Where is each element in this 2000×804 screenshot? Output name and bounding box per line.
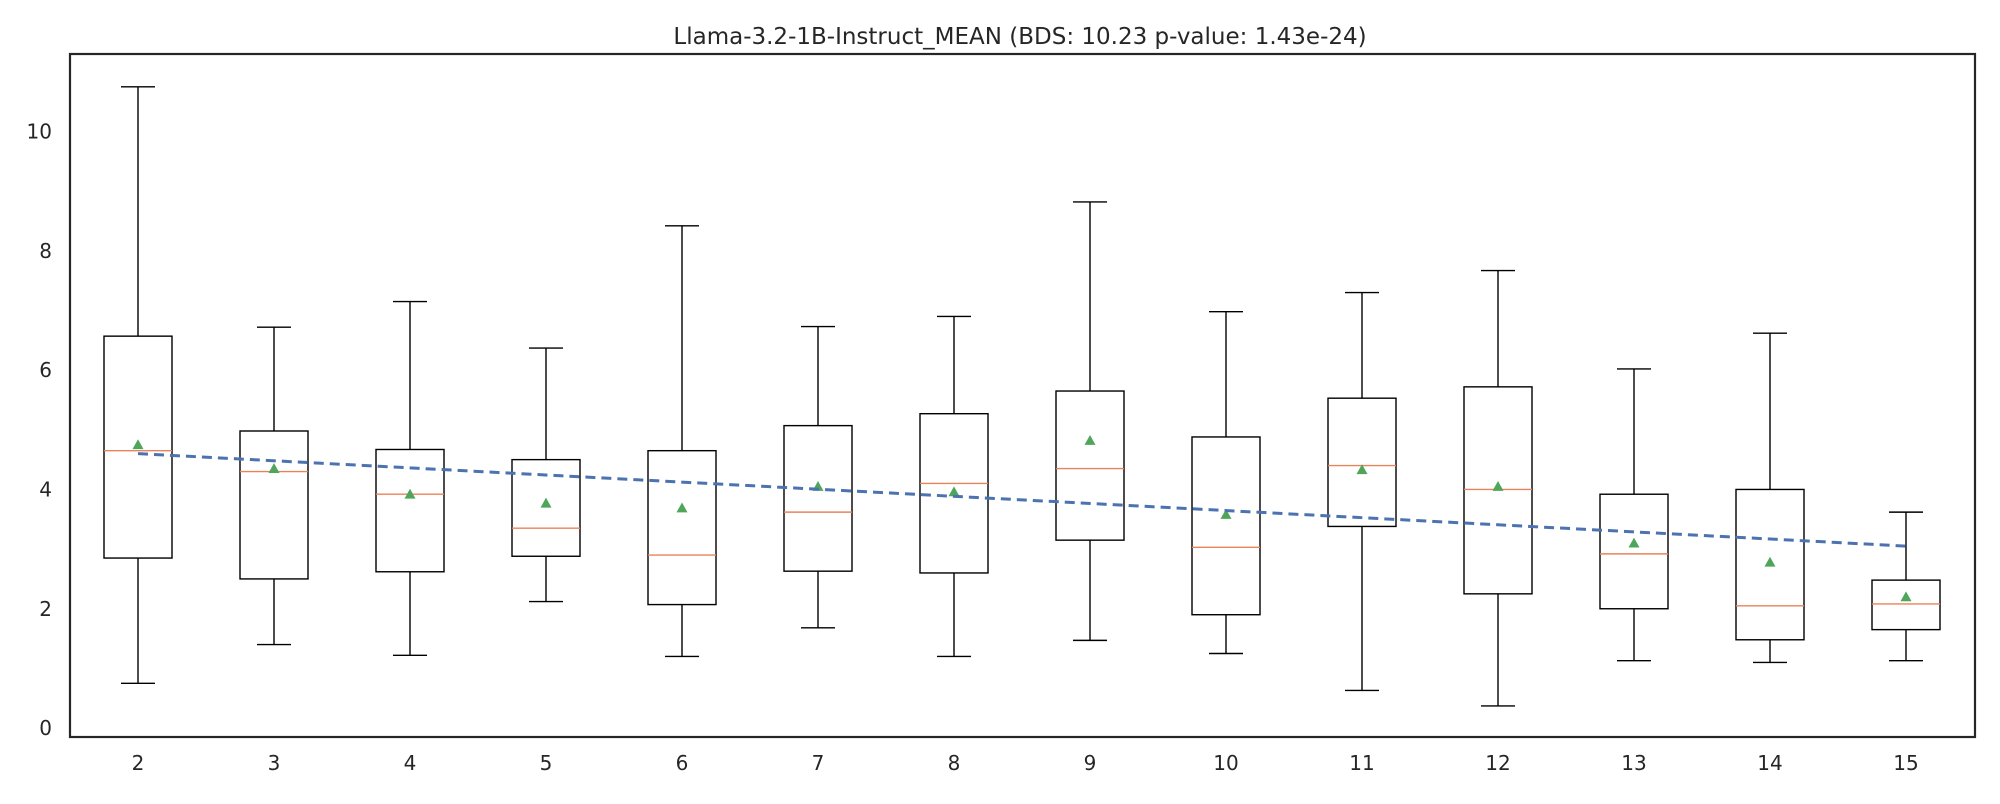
iqr-box xyxy=(1191,436,1261,616)
x-tick-label: 12 xyxy=(1485,751,1510,775)
box-group xyxy=(375,300,445,656)
iqr-box xyxy=(375,448,445,573)
iqr-box xyxy=(1735,488,1805,641)
iqr-box xyxy=(103,335,173,559)
y-tick-label: 6 xyxy=(39,358,52,382)
x-tick-label: 13 xyxy=(1621,751,1646,775)
iqr-box xyxy=(1463,386,1533,595)
mean-marker xyxy=(1492,480,1504,491)
mean-marker xyxy=(1084,435,1096,445)
x-tick-label: 10 xyxy=(1213,751,1238,775)
box-group xyxy=(1871,511,1941,662)
mean-marker xyxy=(948,486,960,497)
x-tick-label: 14 xyxy=(1757,751,1782,775)
x-tick-label: 8 xyxy=(948,751,961,775)
x-tick-label: 7 xyxy=(812,751,825,775)
box-group xyxy=(239,326,309,646)
box-group xyxy=(1599,368,1669,662)
x-tick-label: 15 xyxy=(1893,751,1918,775)
x-tick-label: 2 xyxy=(132,751,145,775)
mean-marker xyxy=(540,497,552,508)
x-tick-label: 6 xyxy=(676,751,689,775)
y-tick-label: 0 xyxy=(39,716,52,740)
box-group xyxy=(1735,332,1805,664)
box-group xyxy=(1191,310,1261,655)
iqr-box xyxy=(511,458,581,557)
mean-marker xyxy=(676,502,688,513)
x-tick-label: 3 xyxy=(268,751,281,775)
boxes-layer xyxy=(103,86,1941,707)
mean-marker xyxy=(268,463,280,473)
iqr-box xyxy=(783,424,853,572)
iqr-box xyxy=(1871,579,1941,631)
box-group xyxy=(1463,269,1533,707)
iqr-box xyxy=(1327,397,1397,528)
mean-marker xyxy=(1900,591,1912,602)
x-tick-label: 5 xyxy=(540,751,553,775)
box-group xyxy=(647,225,717,658)
iqr-box xyxy=(1599,493,1669,610)
x-tick-label: 9 xyxy=(1084,751,1097,775)
plot-frame xyxy=(68,52,1977,739)
x-axis-ticks: 2 3 4 5 6 7 8 9 10 11 12 13 14 15 xyxy=(132,751,1919,775)
box-group xyxy=(919,315,989,658)
box-group xyxy=(511,347,581,603)
x-tick-label: 11 xyxy=(1349,751,1374,775)
iqr-box xyxy=(919,412,989,574)
y-tick-label: 10 xyxy=(27,120,52,144)
iqr-box xyxy=(647,449,717,606)
x-tick-label: 4 xyxy=(404,751,417,775)
box-group xyxy=(1327,291,1397,692)
mean-marker xyxy=(404,488,416,499)
y-axis-ticks: 0 2 4 6 8 10 xyxy=(27,120,52,741)
mean-marker xyxy=(1356,464,1368,475)
trend-line xyxy=(137,452,1907,548)
mean-marker xyxy=(1628,537,1640,548)
y-tick-label: 4 xyxy=(39,477,52,501)
mean-marker xyxy=(132,439,144,450)
y-tick-label: 2 xyxy=(39,597,52,621)
iqr-box xyxy=(1055,390,1125,541)
mean-marker xyxy=(1764,556,1776,567)
mean-marker xyxy=(1220,509,1232,519)
box-group xyxy=(103,86,173,685)
box-group xyxy=(1055,201,1125,642)
chart-title: Llama-3.2-1B-Instruct_MEAN (BDS: 10.23 p… xyxy=(673,24,1366,50)
box-group xyxy=(783,325,853,629)
y-tick-label: 8 xyxy=(39,239,52,263)
trend-layer xyxy=(137,452,1907,548)
iqr-box xyxy=(239,430,309,580)
